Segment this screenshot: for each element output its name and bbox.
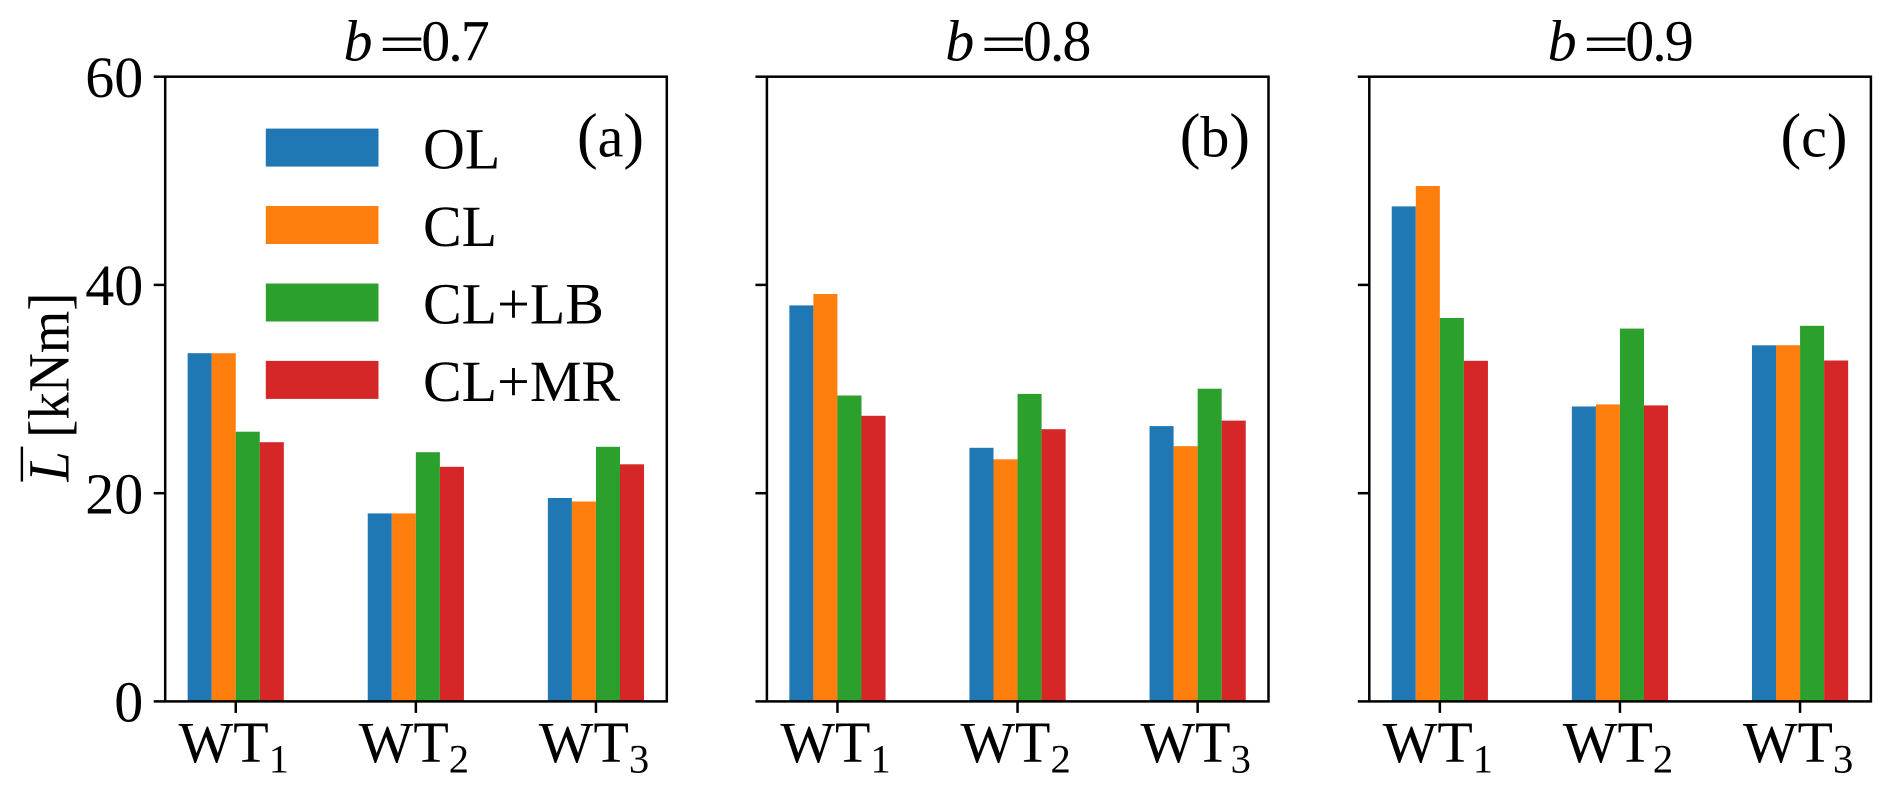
svg-text:0.7: 0.7 xyxy=(421,9,489,74)
svg-text:b: b xyxy=(945,9,974,74)
svg-text:40: 40 xyxy=(85,253,143,318)
svg-text:b: b xyxy=(1548,9,1577,74)
svg-text:WT3: WT3 xyxy=(1743,710,1853,782)
svg-text:CL+MR: CL+MR xyxy=(423,349,620,414)
svg-text:CL: CL xyxy=(423,194,497,259)
svg-text:OL: OL xyxy=(423,117,500,182)
svg-text:0: 0 xyxy=(114,670,143,735)
svg-text:CL+LB: CL+LB xyxy=(423,271,604,336)
svg-text:b: b xyxy=(344,9,373,74)
svg-text:(b): (b) xyxy=(1180,102,1250,170)
svg-text:L [kNm]: L [kNm] xyxy=(16,293,81,483)
svg-text:(a): (a) xyxy=(577,102,644,170)
svg-text:WT2: WT2 xyxy=(960,710,1070,782)
svg-text:60: 60 xyxy=(85,45,143,110)
svg-text:0.9: 0.9 xyxy=(1625,9,1692,74)
svg-text:20: 20 xyxy=(85,461,143,526)
svg-text:WT1: WT1 xyxy=(780,710,890,782)
svg-text:(c): (c) xyxy=(1780,102,1847,170)
svg-text:0.8: 0.8 xyxy=(1023,9,1090,74)
